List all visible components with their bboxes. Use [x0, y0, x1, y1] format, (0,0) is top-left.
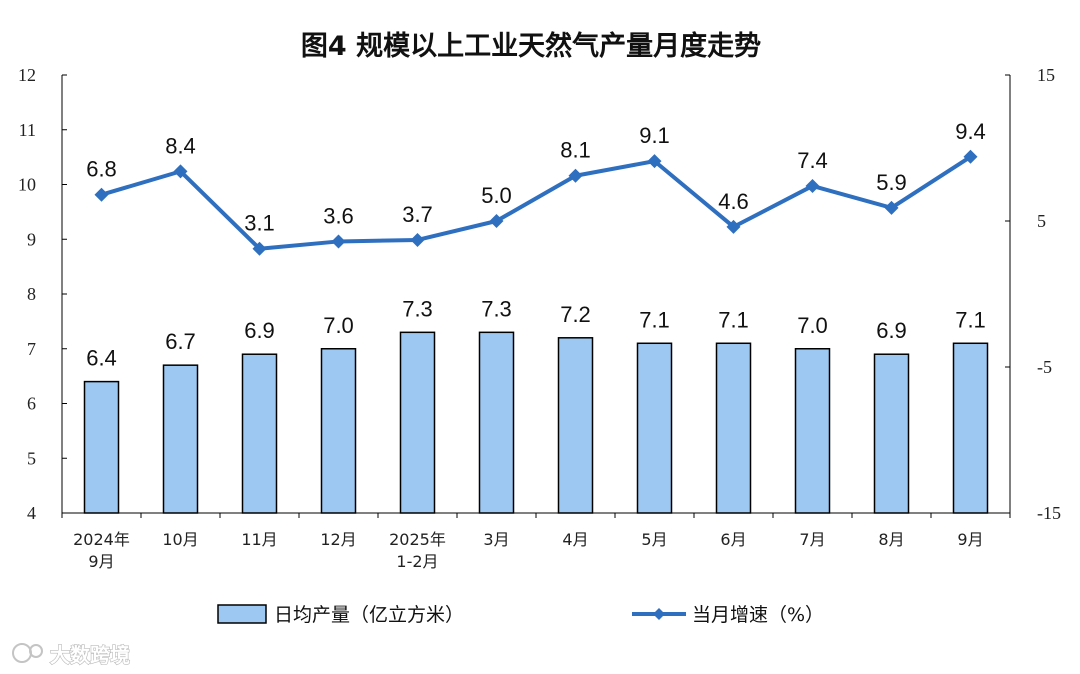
- growth-data-label: 3.6: [323, 203, 354, 228]
- growth-point: [963, 149, 978, 164]
- growth-point: [252, 241, 267, 256]
- growth-point: [410, 232, 425, 247]
- watermark-logo-icon: [12, 643, 43, 663]
- growth-point: [489, 214, 504, 228]
- bar: [873, 353, 910, 514]
- growth-point: [331, 234, 346, 249]
- bar-data-label: 7.1: [955, 307, 986, 332]
- bar: [715, 342, 752, 514]
- growth-point: [647, 154, 662, 169]
- bar: [478, 331, 515, 514]
- watermark: 大数跨境: [12, 642, 131, 668]
- bar: [952, 342, 989, 514]
- y-left-tick-label: 4: [27, 503, 36, 523]
- bar-data-label: 6.4: [86, 346, 117, 371]
- legend: 日均产量（亿立方米） 当月增速（%）: [217, 604, 824, 626]
- y-left-tick-label: 6: [27, 394, 36, 414]
- x-tick-label: 9月: [88, 552, 114, 571]
- x-tick-label: 8月: [878, 530, 904, 549]
- y-left-tick-label: 9: [27, 229, 36, 249]
- bar-data-label: 6.9: [876, 318, 907, 343]
- bar-data-label: 7.0: [323, 313, 354, 338]
- x-tick-label: 3月: [483, 530, 509, 549]
- growth-data-label: 7.4: [797, 148, 828, 173]
- bar: [557, 337, 594, 514]
- bar-data-label: 7.3: [402, 296, 433, 321]
- growth-point: [94, 187, 109, 202]
- growth-line: [100, 155, 972, 251]
- growth-data-label: 9.1: [639, 123, 670, 148]
- growth-data-label: 4.6: [718, 189, 749, 214]
- y-left-tick-label: 7: [27, 339, 36, 359]
- growth-data-label: 6.8: [86, 157, 117, 182]
- bar-data-label: 7.1: [718, 307, 749, 332]
- watermark-text: 大数跨境: [50, 643, 130, 667]
- bar: [399, 331, 436, 514]
- plot-area: 6.4 6.7 6.9 7.0 7.3 7.3 7.2 7.1 7.1 7.0 6.9 7.1 4 5 6 7…: [18, 65, 1061, 571]
- bar-data-label: 6.7: [165, 329, 196, 354]
- growth-point: [568, 168, 583, 183]
- growth-point: [173, 164, 188, 179]
- growth-data-label: 8.1: [560, 138, 591, 163]
- y-right-tick-label: -15: [1037, 503, 1061, 523]
- bar: [320, 348, 357, 514]
- bar-data-label: 7.3: [481, 296, 512, 321]
- growth-point: [726, 219, 741, 234]
- y-left-tick-label: 10: [18, 175, 36, 195]
- growth-data-label: 5.0: [481, 183, 512, 208]
- bar: [636, 342, 673, 514]
- growth-point: [805, 178, 820, 193]
- x-tick-label: 9月: [957, 530, 983, 549]
- bar-data-label: 7.1: [639, 307, 670, 332]
- bar-data-label: 7.2: [560, 302, 591, 327]
- growth-data-label: 5.9: [876, 170, 907, 195]
- bar: [241, 353, 278, 514]
- legend-line-label: 当月增速（%）: [692, 604, 824, 626]
- y-right-tick-label: -5: [1037, 357, 1052, 377]
- x-tick-label: 6月: [720, 530, 746, 549]
- chart-title: 图4 规模以上工业天然气产量月度走势: [301, 30, 761, 62]
- y-left-tick-label: 5: [27, 448, 36, 468]
- growth-point: [884, 200, 899, 215]
- y-right-tick-label: 15: [1037, 65, 1055, 85]
- x-tick-label: 1-2月: [396, 552, 438, 571]
- x-tick-label: 4月: [562, 530, 588, 549]
- bar: [83, 380, 120, 514]
- x-tick-label: 5月: [641, 530, 667, 549]
- legend-bar-swatch: [217, 604, 267, 624]
- x-tick-label: 11月: [241, 530, 277, 549]
- bar: [162, 364, 199, 514]
- legend-bar-label: 日均产量（亿立方米）: [274, 604, 464, 626]
- y-left-tick-label: 11: [19, 120, 36, 140]
- x-tick-label: 2025年: [389, 530, 446, 549]
- y-left-tick-label: 8: [27, 284, 36, 304]
- y-left-tick-label: 12: [18, 65, 36, 85]
- growth-data-label: 3.1: [244, 211, 275, 236]
- bar: [794, 348, 831, 514]
- y-right-tick-label: 5: [1037, 211, 1046, 231]
- growth-data-label: 8.4: [165, 133, 196, 158]
- growth-data-label: 3.7: [402, 202, 433, 227]
- growth-data-label: 9.4: [955, 119, 986, 144]
- x-tick-label: 2024年: [73, 530, 130, 549]
- x-tick-label: 10月: [162, 530, 198, 549]
- x-tick-label: 7月: [799, 530, 825, 549]
- legend-line-marker: [653, 608, 665, 620]
- bar-data-label: 6.9: [244, 318, 275, 343]
- bar-data-label: 7.0: [797, 313, 828, 338]
- x-tick-label: 12月: [320, 530, 356, 549]
